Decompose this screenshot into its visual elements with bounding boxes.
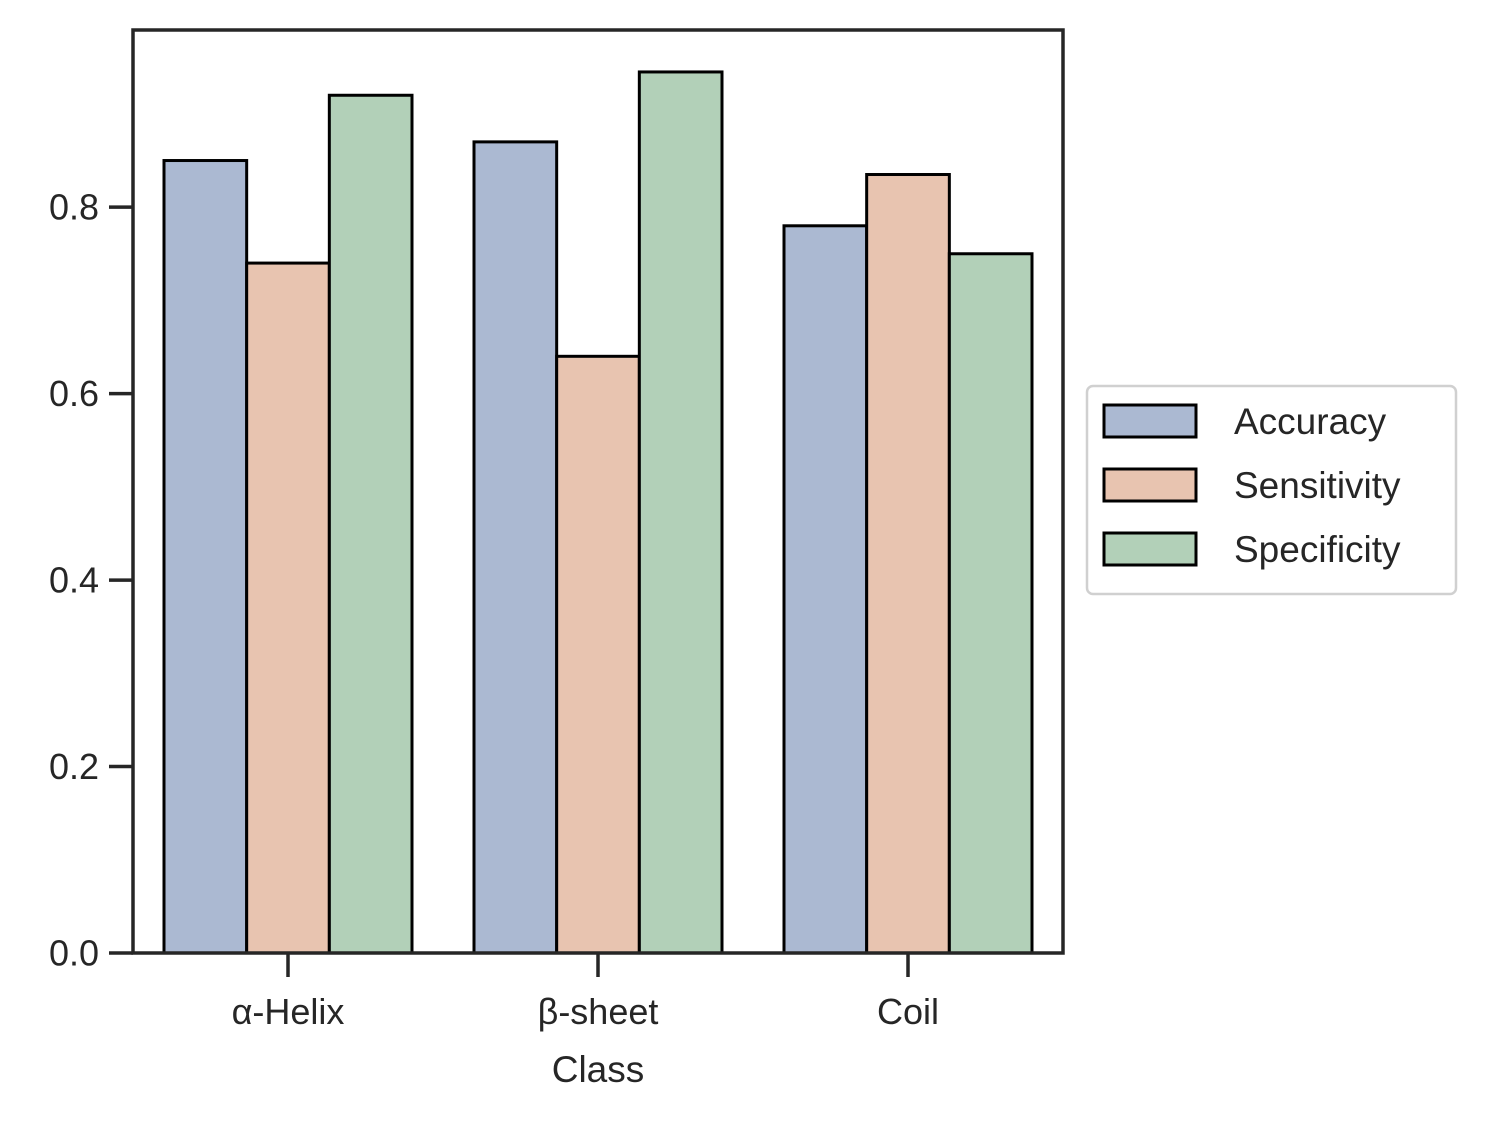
x-tick-label: α-Helix <box>232 991 345 1032</box>
bar-accuracy-3 <box>782 224 869 955</box>
y-tick-label: 0.4 <box>49 560 99 601</box>
legend-label-sensitivity: Sensitivity <box>1234 465 1401 506</box>
bar-accuracy-2 <box>472 140 559 955</box>
legend-swatch-sensitivity <box>1102 467 1198 503</box>
bar-specificity-1 <box>327 93 414 955</box>
bar-specificity-3 <box>947 252 1034 955</box>
x-axis: α-Helix β-sheet Coil <box>232 953 939 1032</box>
x-tick-label: β-sheet <box>538 991 659 1032</box>
y-tick-label: 0.6 <box>49 373 99 414</box>
legend-label-specificity: Specificity <box>1234 529 1401 570</box>
legend-swatch-accuracy <box>1102 403 1198 439</box>
bar-sensitivity-1 <box>245 261 331 955</box>
y-tick-label: 0.8 <box>49 187 99 228</box>
legend-swatch-specificity <box>1102 531 1198 567</box>
bars-layer <box>162 70 1034 955</box>
bar-accuracy-1 <box>162 159 249 955</box>
x-axis-label: Class <box>552 1049 645 1090</box>
bar-sensitivity-2 <box>555 354 641 955</box>
y-tick-label: 0.2 <box>49 746 99 787</box>
bar-sensitivity-3 <box>865 173 951 955</box>
x-tick-label: Coil <box>877 991 939 1032</box>
legend: Accuracy Sensitivity Specificity <box>1085 384 1458 596</box>
y-tick-label: 0.0 <box>49 933 99 974</box>
bar-specificity-2 <box>637 70 724 955</box>
legend-label-accuracy: Accuracy <box>1234 401 1387 442</box>
y-axis: 0.0 0.2 0.4 0.6 0.8 <box>49 187 133 974</box>
